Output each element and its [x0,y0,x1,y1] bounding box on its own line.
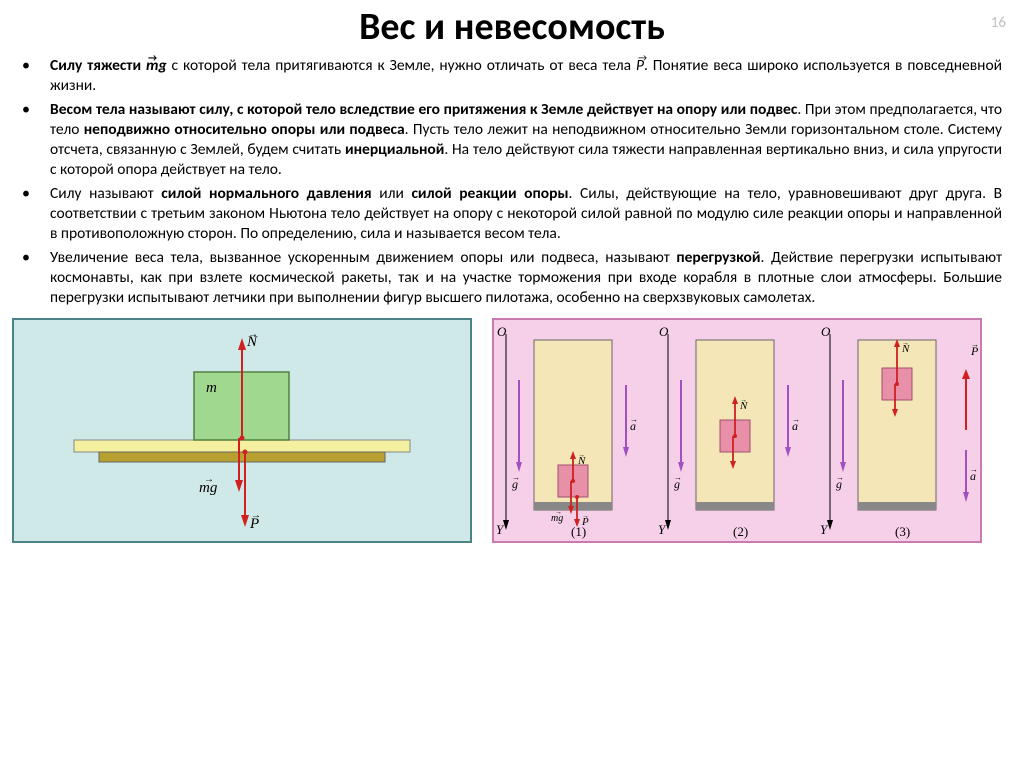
svg-text:→: → [836,473,844,482]
svg-text:→: → [970,465,978,474]
bullet-item: • Весом тела называют силу, с которой те… [22,100,1002,180]
svg-text:→: → [630,415,638,424]
svg-text:Y: Y [820,522,829,537]
svg-text:O: O [821,324,831,339]
page-number: 16 [991,14,1006,32]
svg-text:→: → [971,340,979,349]
svg-text:Y: Y [496,522,505,537]
bullet-item: •Силу тяжести mg→ с которой тела притяги… [22,56,1002,96]
bullet-dot: • [22,56,50,96]
svg-text:→: → [578,451,585,459]
svg-text:→: → [674,473,682,482]
figure-right: OYg→a→N→mg→P→(1)OYg→a→N→(2)OYg→N→P→a→(3) [492,318,982,543]
bullet-dot: • [22,248,50,308]
bullet-dot: • [22,184,50,244]
bullet-dot: • [22,100,50,180]
svg-text:→: → [555,508,562,516]
bullet-text: Силу называют силой нормального давления… [50,184,1002,244]
bullet-text: Силу тяжести mg→ с которой тела притягив… [50,56,1002,96]
svg-text:Y: Y [658,522,667,537]
bullet-item: •Увеличение веса тела, вызванное ускорен… [22,248,1002,308]
bullet-text: Весом тела называют силу, с которой тело… [50,100,1002,180]
svg-text:(1): (1) [571,524,586,539]
svg-text:O: O [659,324,669,339]
svg-text:→: → [248,329,258,340]
svg-text:m: m [206,380,217,396]
svg-text:(2): (2) [733,524,748,539]
figure-left: m N → mg → P → [12,318,472,543]
bullet-item: •Силу называют силой нормального давлени… [22,184,1002,244]
svg-text:→: → [251,510,261,521]
svg-text:(3): (3) [895,524,910,539]
svg-text:→: → [204,474,214,485]
svg-text:→: → [582,512,589,520]
svg-text:O: O [497,324,507,339]
svg-text:→: → [512,473,520,482]
svg-text:→: → [740,396,747,404]
svg-text:→: → [902,339,909,347]
bullet-text: Увеличение веса тела, вызванное ускоренн… [50,248,1002,308]
body-text: •Силу тяжести mg→ с которой тела притяги… [0,50,1024,308]
page-title: Вес и невесомость [0,4,1024,50]
svg-text:→: → [792,415,800,424]
